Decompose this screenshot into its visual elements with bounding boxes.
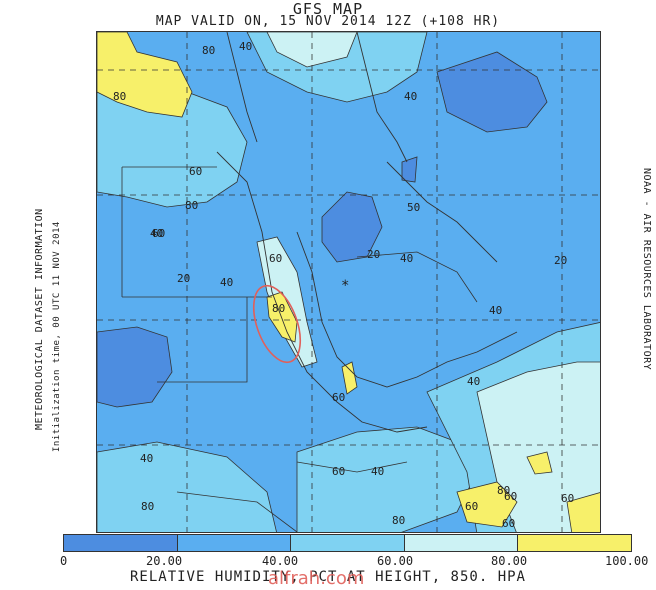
contour-label: 20 — [554, 254, 567, 267]
dataset-info-label: METEOROLOGICAL DATASET INFORMATION — [34, 208, 45, 430]
contour-label: 40 — [489, 304, 502, 317]
region-yellow-nw — [97, 32, 193, 118]
colorbar — [63, 534, 632, 552]
region-dark-arabia — [321, 191, 383, 263]
contour-label: 80 — [141, 500, 154, 513]
contour-label: 80 — [202, 44, 215, 57]
contour-label: 80 — [113, 90, 126, 103]
highlight-ellipse — [252, 284, 302, 364]
noaa-lab-label: NOAA - AIR RESOURCES LABORATORY — [641, 168, 652, 371]
contour-label: 40 — [467, 375, 480, 388]
humidity-map: * 80 40 80 40 60 80 60 50 40 20 40 60 40 80 20 40 20 60 40… — [96, 31, 601, 533]
contour-label: 40 — [239, 40, 252, 53]
colorbar-tick-label: 80.00 — [491, 554, 528, 568]
colorbar-tick-label: 100.00 — [605, 554, 649, 568]
coastline — [216, 32, 518, 433]
contour-label: 60 — [189, 165, 202, 178]
init-time-label: Initialization time, 00 UTC 11 NOV 2014 — [52, 221, 62, 452]
watermark: alfrah.com — [268, 568, 365, 589]
contour-label: 80 — [392, 514, 405, 527]
contour-label: 80 — [497, 484, 510, 497]
region-yellow-se1 — [456, 481, 518, 528]
colorbar-segment — [64, 535, 178, 551]
contour-label: 60 — [152, 227, 165, 240]
contour-label: 60 — [332, 391, 345, 404]
country-borders — [121, 166, 478, 532]
location-marker: * — [341, 278, 349, 294]
region-pale-north — [266, 32, 358, 68]
contour-label: 40 — [404, 90, 417, 103]
map-caption: RELATIVE HUMIDITY, PCT AT HEIGHT, 850. H… — [129, 569, 526, 585]
map-title: GFS MAP — [292, 0, 364, 18]
grid-lines — [97, 32, 600, 532]
region-yellow-redsea — [266, 291, 298, 343]
colorbar-segment — [291, 535, 405, 551]
contour-label: 40 — [371, 465, 384, 478]
region-yellow-gulf — [341, 361, 358, 395]
contour-label: 80 — [185, 199, 198, 212]
region-dark-ne — [436, 51, 548, 133]
colorbar-tick-label: 40.00 — [262, 554, 299, 568]
contour-label: 40 — [140, 452, 153, 465]
region-yellow-se3 — [566, 492, 600, 532]
region-dark-ne2 — [401, 156, 418, 183]
colorbar-tick-label: 20.00 — [146, 554, 183, 568]
valid-time-label: MAP VALID ON, 15 NOV 2014 12Z (+108 HR) — [155, 14, 501, 29]
contour-label: 60 — [561, 492, 574, 505]
contour-label: 50 — [407, 201, 420, 214]
contour-label: 60 — [465, 500, 478, 513]
contour-label: 60 — [504, 490, 517, 503]
colorbar-tick-label: 60.00 — [377, 554, 414, 568]
contour-label: 60 — [269, 252, 282, 265]
contour-label: 20 — [177, 272, 190, 285]
contour-label: 40 — [220, 276, 233, 289]
colorbar-segment — [177, 535, 292, 551]
colorbar-tick-label: 0 — [60, 554, 68, 568]
colorbar-segment — [518, 535, 631, 551]
contour-label: 40 — [400, 252, 413, 265]
contour-label: 20 — [367, 248, 380, 261]
contour-label: 60 — [332, 465, 345, 478]
contour-label: 80 — [272, 302, 285, 315]
region-yellow-se2 — [526, 451, 553, 475]
region-dark-west — [97, 326, 173, 408]
contour-label: 40 — [150, 227, 163, 240]
contour-label: 60 — [502, 517, 515, 530]
colorbar-segment — [404, 535, 519, 551]
